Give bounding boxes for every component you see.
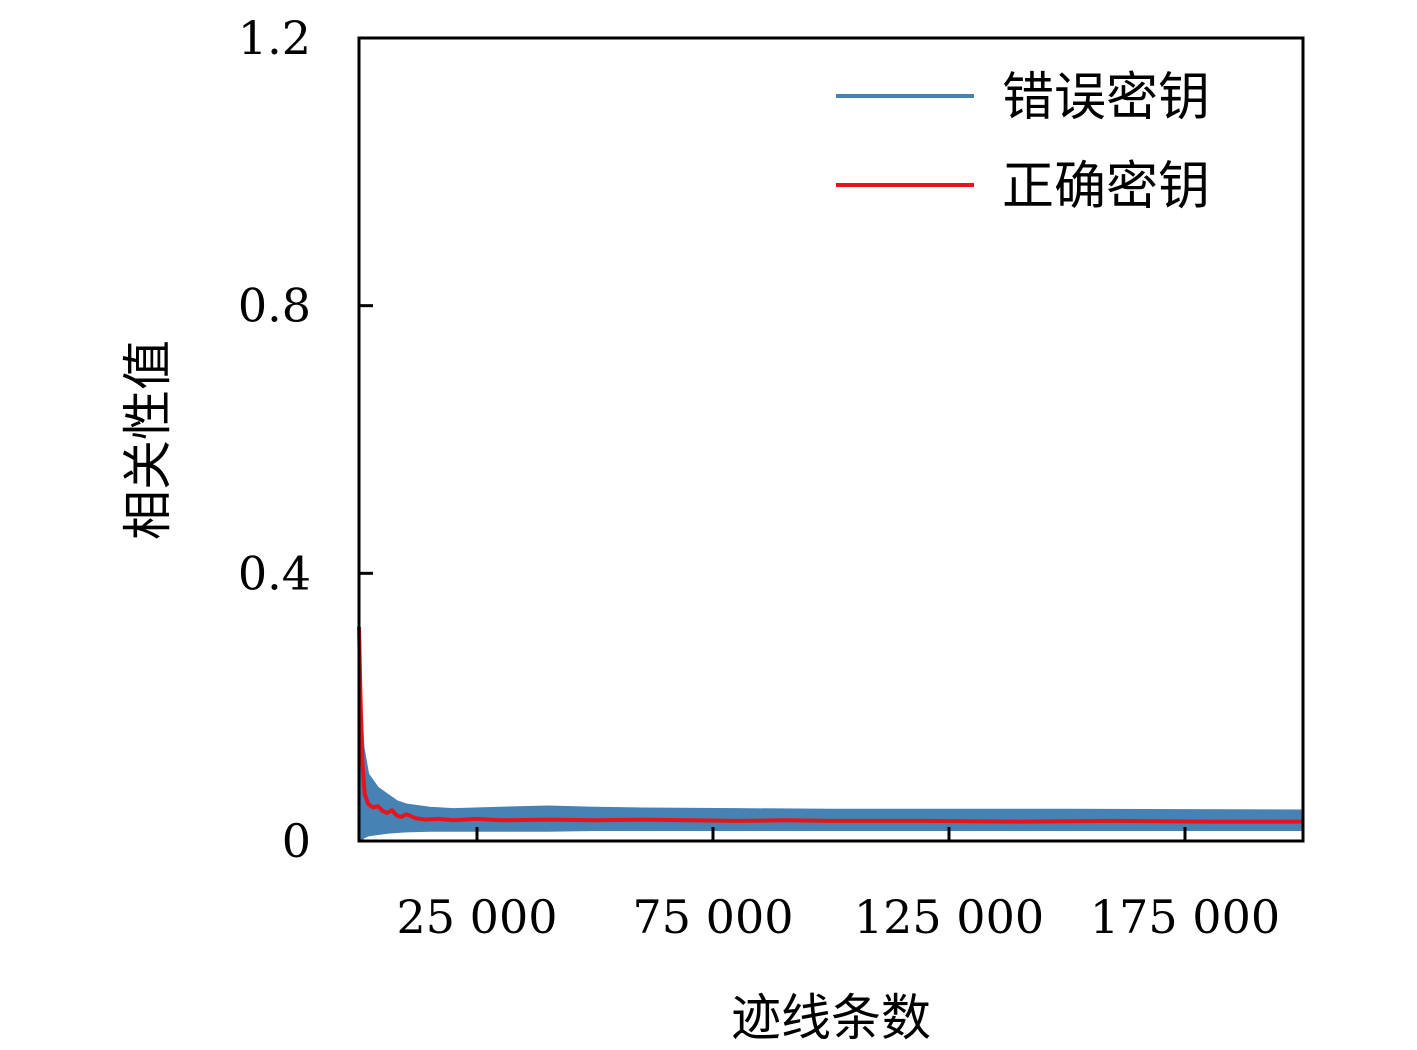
x-tick-label: 75 000 xyxy=(633,890,794,944)
axis-ticks: 0 0.4 0.8 1.2 25 000 75 000 125 000 175 000 xyxy=(238,11,1280,944)
x-tick-label: 175 000 xyxy=(1090,890,1280,944)
plot-frame xyxy=(357,36,1305,843)
series-band-wrong-key xyxy=(358,640,1304,842)
legend: 错误密钥 正确密钥 xyxy=(836,68,1210,217)
y-tick-label: 0.4 xyxy=(238,546,311,600)
legend-label-correct-key: 正确密钥 xyxy=(1002,157,1210,217)
plot-area xyxy=(357,626,1304,842)
legend-label-wrong-key: 错误密钥 xyxy=(1002,68,1210,128)
x-tick-label: 125 000 xyxy=(854,890,1044,944)
x-tick-label: 25 000 xyxy=(397,890,558,944)
y-tick-label: 0 xyxy=(282,814,311,868)
y-axis-title: 相关性值 xyxy=(119,340,177,540)
x-axis-title: 迹线条数 xyxy=(731,989,931,1047)
y-tick-label: 0.8 xyxy=(238,279,311,333)
series-line-correct-key xyxy=(357,626,1303,824)
y-tick-label: 1.2 xyxy=(238,11,311,65)
